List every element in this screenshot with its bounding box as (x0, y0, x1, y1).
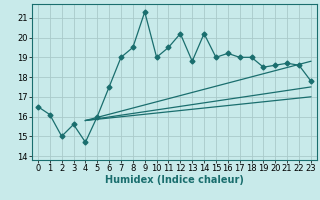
X-axis label: Humidex (Indice chaleur): Humidex (Indice chaleur) (105, 175, 244, 185)
